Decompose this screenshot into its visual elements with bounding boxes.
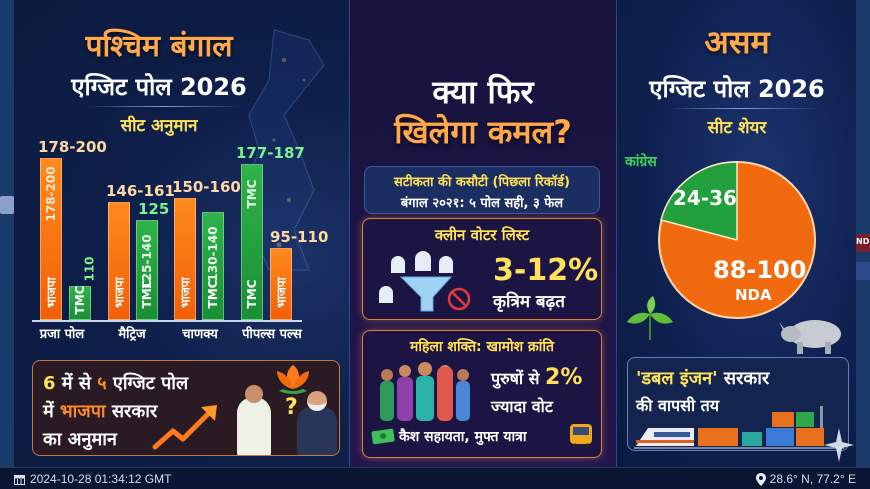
bar-party-label: TMC [206,279,220,309]
bar-bjp-chanakya[interactable]: भाजपा [174,198,196,320]
leader-right-figure [297,407,337,455]
bar-party-label: TMC [140,279,154,309]
bar-party-label: भाजपा [178,277,193,308]
bar-bjp-praja[interactable]: 178-200 भाजपा [40,158,62,320]
bar-tmc-chanakya[interactable]: 130-140 TMC [202,212,224,320]
leader-left-figure [237,397,271,455]
wb-section-label: सीट अनुमान [120,116,198,136]
wb-title: पश्चिम बंगाल [85,29,233,64]
record-detail: बंगाल २०२१: ५ पोल सही, ३ फेल [400,196,564,211]
right-edge-thumbnail[interactable] [856,262,870,280]
card-line-3: का अनुमान [43,429,117,450]
divider [84,106,244,107]
bar-value-label: 110 [82,256,97,282]
bar-value-label: 95-110 [270,228,329,246]
artificial-growth-value: 3-12% [493,253,599,288]
benefits-text: कैश सहायता, मुफ्त यात्रा [399,429,527,445]
question-mark: ? [285,395,298,420]
cash-icon [371,428,395,445]
accuracy-record-card: सटीकता की कसौटी (पिछला रिकॉर्ड) बंगाल २०… [364,166,600,214]
center-panel: क्या फिर खिलेगा कमल? सटीकता की कसौटी (पि… [350,0,616,467]
double-engine-line-1: 'डबल इंजन' सरकार [636,368,770,389]
bar-tmc-matrize[interactable]: 125-140 TMC [136,220,158,320]
ghost-voters-funnel-icon [379,251,471,312]
timestamp-text: 2024-10-28 01:34:12 GMT [30,472,172,486]
women-stat-line-1: पुरुषों से 2% [491,365,583,390]
agency-label: प्रजा पोल [39,327,85,342]
bus-icon [570,424,592,449]
location: 28.6° N, 77.2° E [755,472,856,486]
trend-arrow-icon [152,405,217,450]
rhino-icon [779,320,841,354]
bar-value-label: 178-200 [38,138,107,156]
agency-label: पीपल्स पल्स [242,327,302,342]
leader-right-head [307,391,327,411]
bar-value-label: 146-161 [106,182,175,200]
leaders-handshake-illustration: ? [223,361,339,455]
bar-inner-party: TMC [245,179,259,209]
bar-party-label: भाजपा [274,277,289,308]
card-line-2: में भाजपा सरकार [43,401,158,422]
assam-subtitle: एग्जिट पोल 2026 [649,75,825,103]
bar-party-label: भाजपा [112,277,127,308]
bar-party-label: TMC [73,285,87,315]
bar-bjp-matrize[interactable]: भाजपा [108,202,130,320]
tea-leaf-icon [627,296,673,340]
women-voters-illustration [380,362,470,421]
artificial-growth-caption: कृत्रिम बढ़त [493,292,565,312]
double-engine-card: 'डबल इंजन' सरकार की वापसी तय [627,357,849,451]
congress-legend-label: कांग्रेस [625,154,657,170]
coordinates-text: 28.6° N, 77.2° E [769,472,856,486]
women-stat-line-2: ज्यादा वोट [491,397,553,416]
bar-tmc-praja[interactable]: TMC [69,286,91,320]
bar-value-label: 177-187 [236,144,305,162]
divider [667,108,817,109]
bar-party-label: TMC [245,279,259,309]
lotus-icon [277,365,309,394]
bar-tmc-peoples-pulse[interactable]: TMC TMC [241,164,263,320]
bar-party-label: भाजपा [44,277,59,308]
left-edge-thumbnail[interactable] [0,196,14,214]
bar-bjp-peoples-pulse[interactable]: भाजपा [270,248,292,320]
assam-pie-chart[interactable] [657,160,817,320]
congress-range: 24-36 [673,186,737,210]
women-card-heading: महिला शक्ति: खामोश क्रांति [410,339,554,355]
bar-inner-range: 130-140 [206,226,220,282]
women-stat-value: 2% [545,365,583,390]
right-edge-badge[interactable]: ND [856,234,870,252]
card-line-1: 6 में से ५ एग्जिट पोल [43,373,189,394]
train-containers-illustration [634,406,844,449]
bar-inner-range: 178-200 [44,166,58,222]
bjp-prediction-card: 6 में से ५ एग्जिट पोल में भाजपा सरकार का… [32,360,340,456]
leader-left-head [245,385,263,403]
sparkle-icon [824,428,854,462]
assam-section-label: सीट शेयर [707,118,767,138]
nda-label: NDA [735,286,772,304]
headline-line-2: खिलेगा कमल? [394,113,572,151]
timestamp: 2024-10-28 01:34:12 GMT [14,472,171,486]
headline-line-1: क्या फिर [432,73,534,111]
women-power-card: महिला शक्ति: खामोश क्रांति पुरुषों से 2%… [362,330,602,458]
west-bengal-panel: पश्चिम बंगाल एग्जिट पोल 2026 सीट अनुमान … [14,0,350,467]
wb-subtitle: एग्जिट पोल 2026 [71,73,247,101]
assam-title: असम [704,23,770,61]
assam-panel: असम एग्जिट पोल 2026 सीट शेयर कांग्रेस 24… [616,0,856,467]
clean-voter-list-card: क्लीन वोटर लिस्ट 3-12% कृत्रिम बढ़त [362,218,602,320]
chart-baseline [32,320,302,322]
double-engine-line-2: की वापसी तय [636,396,720,415]
bar-value-label: 150-160 [172,178,241,196]
record-heading: सटीकता की कसौटी (पिछला रिकॉर्ड) [394,175,570,190]
status-bar: 2024-10-28 01:34:12 GMT 28.6° N, 77.2° E [0,467,870,489]
voter-card-heading: क्लीन वोटर लिस्ट [434,226,530,244]
west-bengal-map-icon [243,29,325,271]
bar-value-label: 125 [138,200,170,218]
location-pin-icon [755,472,766,486]
nda-range: 88-100 [713,256,807,284]
calendar-icon [14,474,25,485]
agency-label: चाणक्य [182,327,218,342]
agency-label: मैट्रिज [118,327,146,342]
